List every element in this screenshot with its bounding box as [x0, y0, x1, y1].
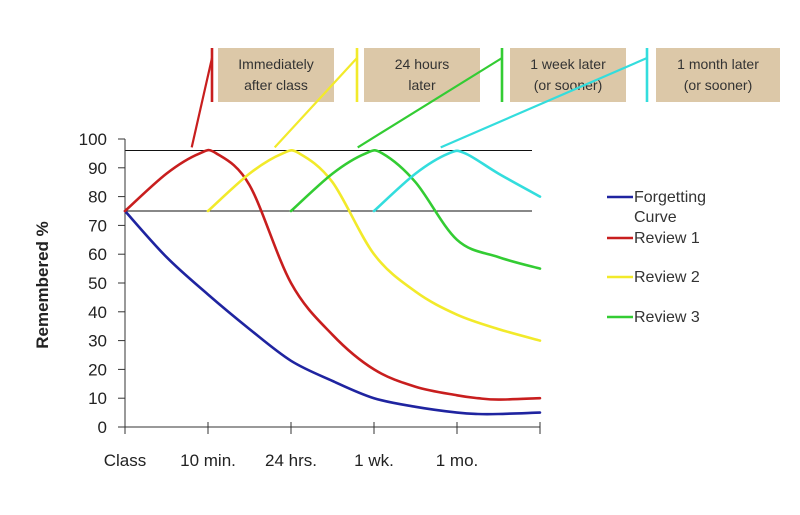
- y-tick-label: 80: [88, 188, 107, 207]
- annotation-box: [218, 48, 334, 102]
- chart-axes: 0 10 20 30 40 50 60 70 80 90 100 Class 10 min. 24 hrs…: [33, 130, 541, 470]
- x-category-label: 1 wk.: [354, 451, 394, 470]
- y-tick-label: 0: [98, 418, 107, 437]
- x-category-label: 24 hrs.: [265, 451, 317, 470]
- y-axis-title: Remembered %: [33, 221, 52, 349]
- legend-label: Review 2: [634, 269, 700, 286]
- annotation-box: [364, 48, 480, 102]
- chart-legend: Forgetting Curve Review 1 Review 2 Review 3: [607, 189, 706, 326]
- annotation-line2: after class: [244, 77, 308, 93]
- annotation-line1: 1 week later: [530, 56, 606, 72]
- x-category-label: 10 min.: [180, 451, 236, 470]
- x-category-label: 1 mo.: [436, 451, 479, 470]
- series-line-4: [289, 149, 542, 270]
- annotation-line1: 24 hours: [395, 56, 449, 72]
- annotation-line1: 1 month later: [677, 56, 759, 72]
- y-tick-label: 50: [88, 274, 107, 293]
- x-category-label: Class: [104, 451, 147, 470]
- review-timing-annotations: Immediately after class 24 hours later 1 wee…: [190, 48, 780, 149]
- series-line-1: [123, 209, 542, 416]
- annotation-connector: [273, 57, 358, 149]
- series-line-5: [372, 149, 542, 213]
- annotation-connector: [440, 56, 648, 149]
- legend-label: Forgetting: [634, 189, 706, 206]
- y-tick-label: 70: [88, 216, 107, 235]
- y-tick-label: 30: [88, 332, 107, 351]
- series-line-3: [206, 149, 542, 342]
- annotation-connector: [357, 57, 503, 149]
- y-tick-label: 20: [88, 360, 107, 379]
- y-tick-label: 10: [88, 389, 107, 408]
- legend-label: Review 3: [634, 309, 700, 326]
- annotation-line2: (or sooner): [534, 77, 602, 93]
- annotation-line1: Immediately: [238, 56, 313, 72]
- y-tick-label: 90: [88, 159, 107, 178]
- legend-label: Review 1: [634, 230, 700, 247]
- data-series: [123, 148, 542, 416]
- annotation-box: [656, 48, 780, 102]
- y-tick-label: 100: [79, 130, 107, 149]
- y-tick-label: 60: [88, 245, 107, 264]
- reference-lines: [125, 150, 532, 212]
- y-tick-label: 40: [88, 303, 107, 322]
- annotation-connector: [190, 57, 214, 148]
- series-line-2: [123, 148, 542, 401]
- legend-label-line2: Curve: [634, 209, 677, 226]
- annotation-line2: later: [408, 77, 436, 93]
- annotation-line2: (or sooner): [684, 77, 752, 93]
